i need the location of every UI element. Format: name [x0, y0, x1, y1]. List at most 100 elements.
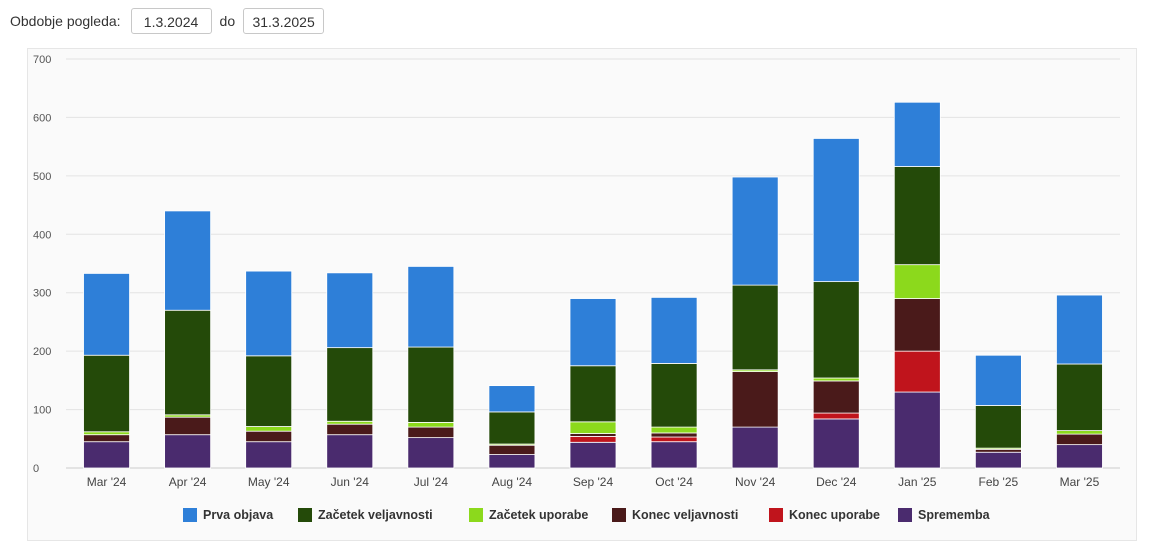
legend-label: Začetek uporabe [489, 508, 588, 522]
y-tick-label: 100 [33, 405, 51, 417]
bar-segment [974, 354, 1022, 406]
bar-segment [650, 363, 698, 428]
legend-swatch [469, 508, 483, 522]
legend-swatch [769, 508, 783, 522]
bar-segment [326, 272, 374, 349]
bar-segment [893, 350, 941, 393]
date-separator: do [219, 13, 236, 29]
bar-segment [83, 273, 130, 356]
bar-segment [326, 420, 374, 425]
bar-segment [812, 380, 860, 414]
bar-segment [326, 347, 374, 422]
legend-swatch [612, 508, 626, 522]
stacked-bar-chart: 0 100 200 300 400 500 600 700 Mar '24 Apr '24 May … [33, 54, 1120, 522]
bar-segment [812, 418, 860, 469]
bar-segment [893, 166, 941, 266]
legend-label: Konec veljavnosti [632, 508, 738, 522]
bar-segment [164, 210, 212, 311]
chart-container: 0 100 200 300 400 500 600 700 Mar '24 Apr '24 May … [27, 48, 1137, 541]
bar-segment [650, 432, 698, 438]
legend-label: Začetek veljavnosti [318, 508, 433, 522]
bar-segment [650, 436, 698, 443]
x-tick-label: Jan '25 [898, 475, 937, 489]
x-tick-label: Apr '24 [169, 475, 207, 489]
bar-segment [488, 385, 536, 413]
bar-segment [488, 444, 536, 455]
bar-segment [1056, 294, 1103, 365]
bar-segment [245, 430, 293, 443]
bar-segment [83, 354, 130, 433]
bar-segment [650, 296, 698, 364]
legend-label: Prva objava [203, 508, 274, 522]
bar-segment [569, 436, 617, 443]
bar-segment [812, 138, 860, 283]
bar-segment [569, 441, 617, 469]
bar-segment [731, 176, 779, 286]
x-tick-label: Aug '24 [492, 475, 533, 489]
bar-segment [245, 441, 293, 469]
x-tick-label: Dec '24 [816, 475, 857, 489]
bar-segment [245, 355, 293, 427]
bar-segment [731, 371, 779, 428]
x-tick-label: May '24 [248, 475, 290, 489]
legend-swatch [298, 508, 312, 522]
bar-segment [974, 451, 1022, 469]
x-tick-label: Mar '24 [87, 475, 127, 489]
bar-segment [1056, 433, 1103, 446]
y-tick-label: 200 [33, 346, 51, 358]
bar-segment [326, 434, 374, 469]
legend-label: Konec uporabe [789, 508, 880, 522]
date-from-field[interactable]: 1.3.2024 [130, 8, 212, 34]
period-filter: Obdobje pogleda: 1.3.2024 do 31.3.2025 [10, 6, 325, 36]
legend-label: Sprememba [918, 508, 991, 522]
bar-segment [245, 270, 293, 357]
bar-segment [893, 298, 941, 352]
bar-segment [812, 412, 860, 420]
bar-segment [164, 309, 212, 416]
bar-segment [650, 441, 698, 469]
bar-segment [488, 411, 536, 445]
bar-segment [893, 391, 941, 469]
bar-segment [893, 101, 941, 167]
date-to-field[interactable]: 31.3.2025 [243, 8, 325, 34]
bar-segment [1056, 363, 1103, 432]
x-tick-label: Jul '24 [414, 475, 449, 489]
bar-segment [974, 448, 1022, 453]
x-tick-label: Nov '24 [735, 475, 776, 489]
x-tick-label: Feb '25 [979, 475, 1019, 489]
bar-segment [83, 441, 130, 469]
bar-segment [731, 284, 779, 371]
bar-segment [407, 266, 455, 348]
bar-segment [893, 264, 941, 299]
bar-segment [569, 421, 617, 434]
y-tick-label: 300 [33, 288, 51, 300]
bar-segment [245, 426, 293, 432]
bar-segment [1056, 430, 1103, 435]
bar-segment [407, 426, 455, 439]
bar-segment [812, 281, 860, 379]
bar-segment [488, 454, 536, 469]
y-tick-label: 600 [33, 112, 51, 124]
bar-segment [650, 426, 698, 434]
y-tick-label: 700 [33, 54, 51, 66]
bar-segment [1056, 444, 1103, 469]
bar-segment [407, 422, 455, 428]
y-tick-label: 500 [33, 171, 51, 183]
legend-swatch [183, 508, 197, 522]
x-tick-label: Jun '24 [331, 475, 370, 489]
bar-segment [731, 426, 779, 469]
bar-segment [326, 423, 374, 436]
bar-segment [83, 431, 130, 436]
y-tick-label: 400 [33, 229, 51, 241]
bar-segment [407, 346, 455, 423]
bar-segment [569, 298, 617, 367]
bar-segment [164, 434, 212, 469]
x-tick-label: Oct '24 [655, 475, 693, 489]
y-tick-label: 0 [33, 463, 39, 475]
period-label: Obdobje pogleda: [10, 13, 121, 29]
x-tick-label: Sep '24 [573, 475, 614, 489]
bar-segment [83, 434, 130, 443]
bar-segment [974, 405, 1022, 449]
bar-segment [164, 416, 212, 436]
bar-segment [569, 433, 617, 437]
